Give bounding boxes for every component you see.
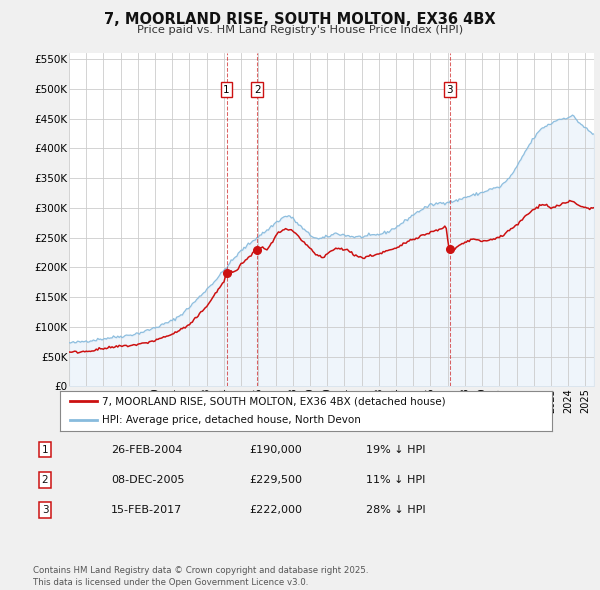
Text: 08-DEC-2005: 08-DEC-2005 xyxy=(111,475,185,484)
Text: 15-FEB-2017: 15-FEB-2017 xyxy=(111,505,182,514)
Text: £190,000: £190,000 xyxy=(249,445,302,454)
Text: 19% ↓ HPI: 19% ↓ HPI xyxy=(366,445,425,454)
Text: 7, MOORLAND RISE, SOUTH MOLTON, EX36 4BX (detached house): 7, MOORLAND RISE, SOUTH MOLTON, EX36 4BX… xyxy=(102,396,445,407)
Text: 3: 3 xyxy=(446,85,453,95)
Text: 2: 2 xyxy=(254,85,260,95)
Text: 11% ↓ HPI: 11% ↓ HPI xyxy=(366,475,425,484)
Text: 7, MOORLAND RISE, SOUTH MOLTON, EX36 4BX: 7, MOORLAND RISE, SOUTH MOLTON, EX36 4BX xyxy=(104,12,496,27)
Text: £229,500: £229,500 xyxy=(249,475,302,484)
Text: 3: 3 xyxy=(41,505,49,514)
Text: 1: 1 xyxy=(41,445,49,454)
Text: Contains HM Land Registry data © Crown copyright and database right 2025.
This d: Contains HM Land Registry data © Crown c… xyxy=(33,566,368,587)
Text: £222,000: £222,000 xyxy=(249,505,302,514)
Text: 2: 2 xyxy=(41,475,49,484)
Text: HPI: Average price, detached house, North Devon: HPI: Average price, detached house, Nort… xyxy=(102,415,361,425)
Text: Price paid vs. HM Land Registry's House Price Index (HPI): Price paid vs. HM Land Registry's House … xyxy=(137,25,463,35)
Text: 28% ↓ HPI: 28% ↓ HPI xyxy=(366,505,425,514)
Text: 1: 1 xyxy=(223,85,230,95)
Text: 26-FEB-2004: 26-FEB-2004 xyxy=(111,445,182,454)
